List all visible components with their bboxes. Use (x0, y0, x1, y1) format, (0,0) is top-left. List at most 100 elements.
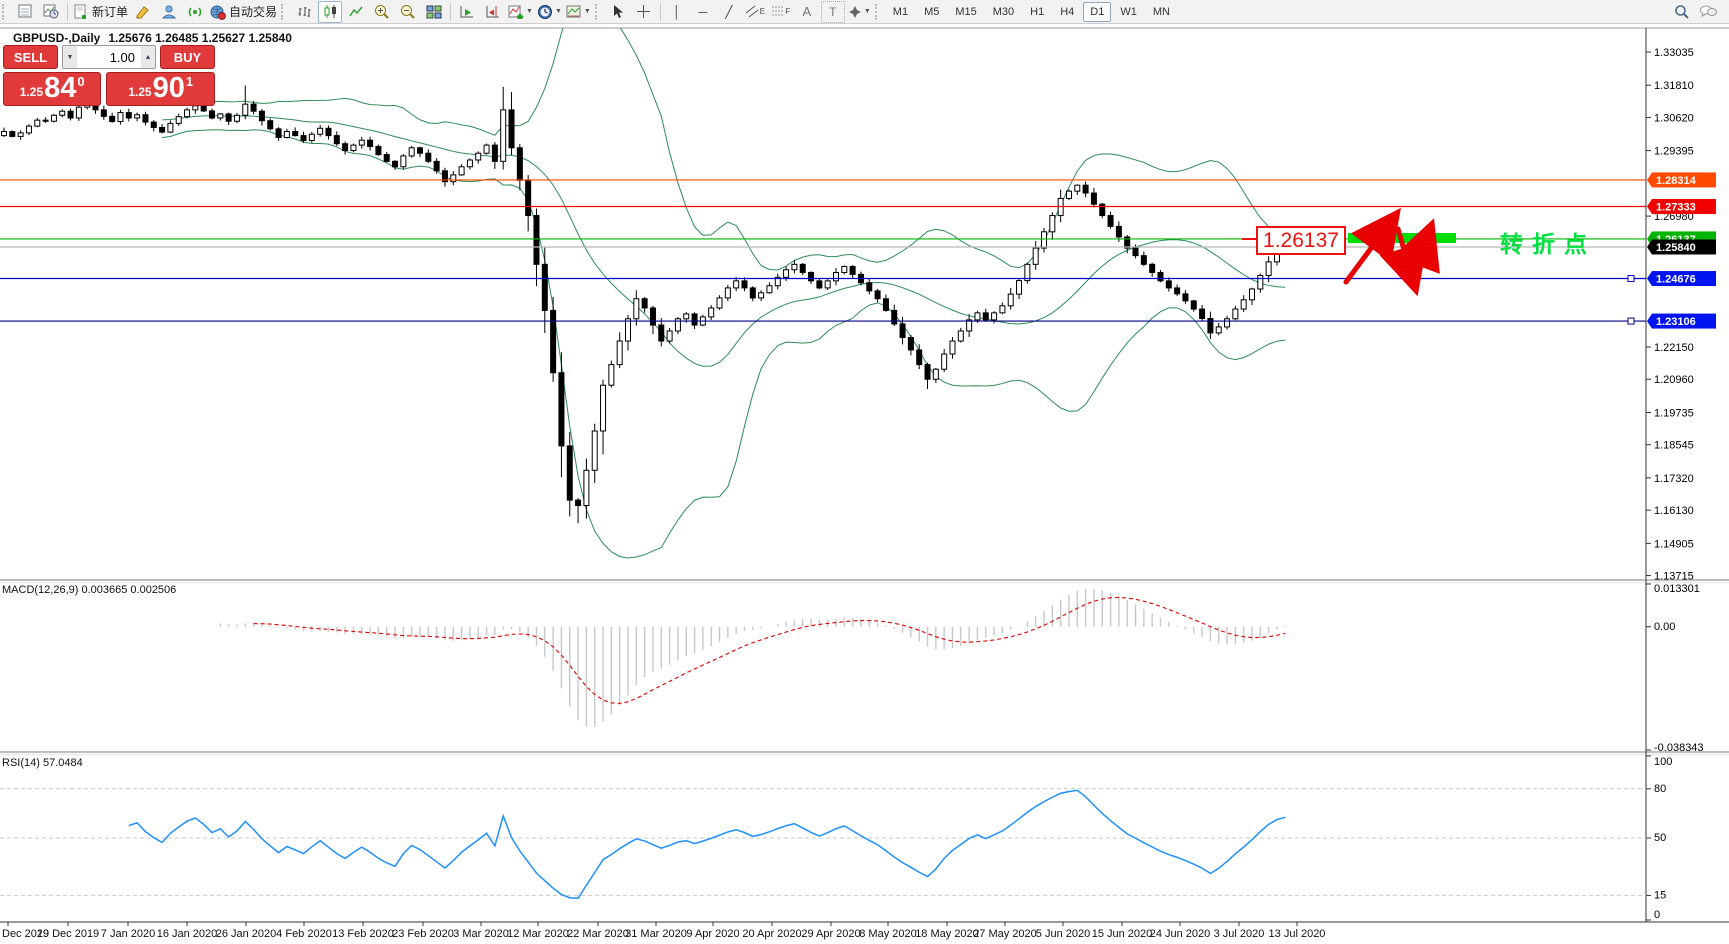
price-annotation-box[interactable]: 1.26137 (1256, 226, 1346, 255)
zoom-in-button[interactable] (370, 1, 394, 23)
rsi-indicator-label: RSI(14) 57.0484 (2, 757, 83, 769)
svg-text:7 Jan 2020: 7 Jan 2020 (101, 928, 155, 940)
toolbar-grip[interactable] (594, 3, 602, 20)
new-chart-button[interactable] (13, 1, 37, 23)
buy-button[interactable]: BUY (160, 45, 215, 69)
new-chart-icon (18, 4, 31, 18)
signals-button[interactable] (183, 1, 207, 23)
sell-price-big: 84 (44, 72, 77, 104)
svg-text:100: 100 (1654, 756, 1672, 768)
svg-text:1.26980: 1.26980 (1654, 211, 1694, 223)
svg-text:1.20960: 1.20960 (1654, 374, 1694, 386)
svg-text:5 Jun 2020: 5 Jun 2020 (1036, 928, 1090, 940)
expert-advisors-button[interactable] (157, 1, 181, 23)
chart-canvas[interactable]: 1.33035 1.31810 1.30620 1.29395 1.26980 1.221… (0, 24, 1729, 944)
indicators-dropdown-caret[interactable]: ▼ (526, 8, 533, 15)
volume-decrease-button[interactable]: ▼ (63, 46, 77, 68)
svg-text:0.013301: 0.013301 (1654, 583, 1700, 595)
svg-text:1.33035: 1.33035 (1654, 47, 1694, 59)
chart-shift-icon (486, 5, 500, 17)
chart-symbol-period: GBPUSD-,Daily (13, 31, 101, 45)
timeframe-H4[interactable]: H4 (1060, 5, 1075, 18)
autotrading-button[interactable]: 自动交易 (209, 1, 278, 23)
templates-button[interactable]: ▼ (565, 1, 592, 23)
chart-ohlc: 1.25676 1.26485 1.25627 1.25840 (108, 31, 292, 45)
toolbar-grip[interactable] (874, 3, 882, 20)
metaeditor-button[interactable] (131, 1, 155, 23)
svg-text:29 Dec 2019: 29 Dec 2019 (37, 928, 99, 940)
sell-button[interactable]: SELL (3, 45, 58, 69)
svg-text:1.30620: 1.30620 (1654, 112, 1694, 124)
horizontal-lines[interactable] (0, 179, 1646, 325)
price-annotation-dash (1242, 238, 1256, 240)
fibonacci-button[interactable]: F (769, 1, 793, 23)
toolbar-separator (659, 2, 661, 21)
volume-input[interactable] (77, 46, 141, 68)
buy-price-box[interactable]: 1.25 90 1 (106, 72, 215, 106)
chat-button[interactable] (1696, 1, 1720, 23)
chart-profiles-button[interactable] (39, 1, 63, 23)
auto-scroll-icon (460, 5, 474, 17)
timeframe-M1[interactable]: M1 (892, 5, 909, 18)
candlestick-button[interactable] (318, 0, 343, 23)
vertical-line-button[interactable]: │ (673, 4, 681, 19)
volume-increase-button[interactable]: ▲ (141, 46, 155, 68)
svg-text:1.18545: 1.18545 (1654, 440, 1694, 452)
svg-text:0: 0 (1654, 909, 1660, 921)
equidistant-channel-button[interactable]: E (743, 1, 767, 23)
periods-dropdown-caret[interactable]: ▼ (554, 8, 562, 15)
sell-price-box[interactable]: 1.25 84 0 (3, 72, 102, 106)
svg-text:26 Jan 2020: 26 Jan 2020 (216, 928, 277, 940)
timeframe-M15[interactable]: M15 (955, 5, 977, 18)
cursor-button[interactable] (606, 1, 630, 23)
indicators-button[interactable]: ▼ (507, 1, 534, 23)
line-chart-button[interactable] (344, 1, 368, 23)
bollinger-bands (162, 28, 1286, 559)
timeframe-H1[interactable]: H1 (1030, 5, 1045, 18)
chart-shift-button[interactable] (481, 1, 505, 23)
turning-point-label[interactable]: 转折点 (1500, 231, 1596, 257)
text-label-button[interactable]: T (820, 0, 845, 23)
svg-text:8 May 2020: 8 May 2020 (859, 928, 916, 940)
horizontal-line-button[interactable]: ─ (698, 4, 708, 19)
timeframe-MN[interactable]: MN (1152, 5, 1170, 18)
svg-text:24 Jun 2020: 24 Jun 2020 (1150, 928, 1211, 940)
crosshair-button[interactable] (632, 1, 656, 23)
svg-text:16 Jan 2020: 16 Jan 2020 (157, 928, 218, 940)
toolbar-grip[interactable] (281, 3, 288, 20)
timeframe-D1[interactable]: D1 (1083, 1, 1112, 22)
svg-text:1.27333: 1.27333 (1656, 202, 1696, 214)
trendline-button[interactable]: ╱ (725, 4, 733, 19)
bar-chart-button[interactable] (292, 1, 316, 23)
macd-panel (219, 588, 1286, 727)
toolbar-separator (450, 2, 452, 21)
red-arrow-annotation[interactable] (1343, 207, 1440, 297)
arrows-icon (848, 5, 861, 18)
new-order-button[interactable]: 新订单 (72, 1, 129, 23)
chart-profiles-icon (43, 4, 59, 19)
svg-text:1.17320: 1.17320 (1654, 473, 1694, 485)
svg-text:1.29395: 1.29395 (1654, 146, 1694, 158)
search-button[interactable] (1670, 1, 1694, 23)
zoom-out-button[interactable] (396, 1, 420, 23)
arrows-dropdown-caret[interactable]: ▼ (863, 8, 871, 15)
svg-text:1.23106: 1.23106 (1656, 316, 1696, 328)
macd-axis: 0.013301 0.00 -0.038343 (1646, 583, 1704, 754)
timeframe-M5[interactable]: M5 (924, 5, 940, 18)
arrows-button[interactable]: ▼ (847, 1, 872, 23)
svg-text:29 Apr 2020: 29 Apr 2020 (801, 928, 860, 940)
toolbar-separator (67, 2, 68, 21)
templates-dropdown-caret[interactable]: ▼ (583, 8, 591, 15)
auto-scroll-button[interactable] (455, 1, 479, 23)
toolbar-grip[interactable] (2, 3, 9, 20)
channel-sub-label: E (759, 7, 766, 16)
svg-text:1.16130: 1.16130 (1654, 505, 1694, 517)
timeframe-W1[interactable]: W1 (1120, 5, 1137, 18)
text-button[interactable]: A (802, 4, 812, 19)
timeframe-M30[interactable]: M30 (992, 5, 1015, 18)
periods-button[interactable]: ▼ (536, 1, 563, 23)
tile-windows-button[interactable] (422, 1, 446, 23)
svg-text:3 Jul 2020: 3 Jul 2020 (1214, 928, 1265, 940)
svg-text:15 Jun 2020: 15 Jun 2020 (1092, 928, 1153, 940)
